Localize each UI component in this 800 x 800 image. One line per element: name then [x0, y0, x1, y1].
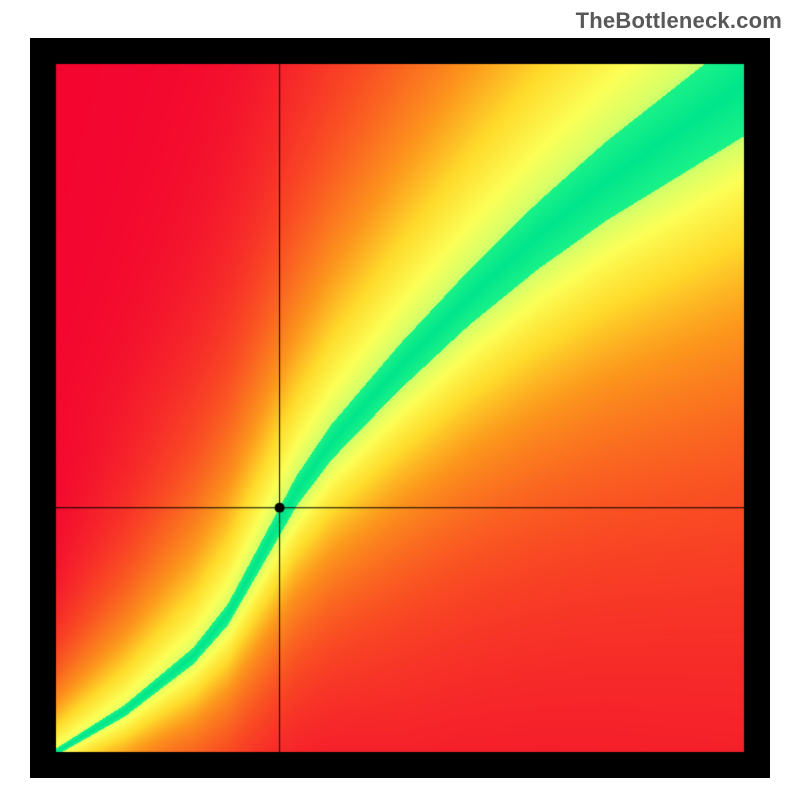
heatmap-frame	[30, 38, 770, 778]
watermark-text: TheBottleneck.com	[576, 8, 782, 34]
bottleneck-heatmap	[30, 38, 770, 778]
